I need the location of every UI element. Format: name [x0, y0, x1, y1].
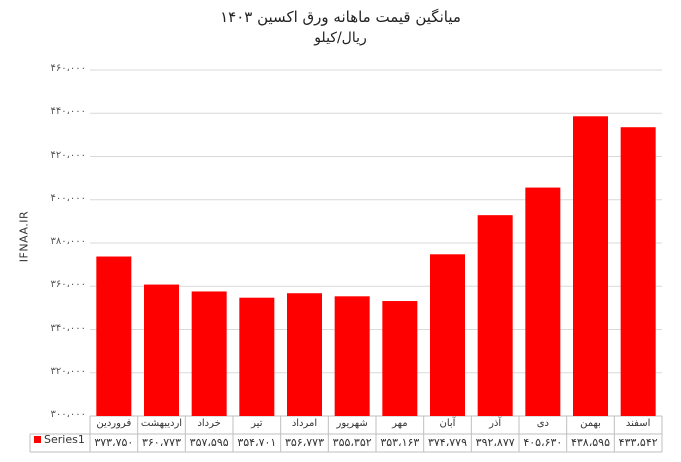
x-tick-label: تیر: [251, 418, 263, 429]
bar: [144, 284, 179, 416]
data-label: ۳۹۲،۸۷۷: [475, 436, 515, 449]
chart-title: میانگین قیمت ماهانه ورق اکسین ۱۴۰۳: [220, 8, 461, 26]
x-tick-label: فروردین: [96, 418, 132, 429]
y-tick-label: ۴۰۰،۰۰۰: [50, 192, 86, 204]
bar: [191, 291, 227, 416]
x-tick-label: آبان: [439, 418, 456, 429]
bar: [287, 293, 322, 416]
bar: [382, 301, 418, 416]
bar: [525, 187, 561, 416]
data-label: ۳۵۷،۵۹۵: [189, 436, 229, 449]
data-label: ۳۵۴،۷۰۱: [237, 436, 277, 449]
data-label: ۳۷۴،۷۷۹: [427, 436, 467, 449]
bar: [477, 215, 513, 416]
data-label: ۳۵۵،۳۵۲: [332, 436, 372, 449]
legend-swatch: [34, 436, 41, 443]
x-tick-label: شهریور: [336, 418, 368, 429]
y-tick-label: ۳۰۰،۰۰۰: [50, 409, 86, 420]
data-label: ۳۶۰،۷۷۳: [141, 436, 181, 449]
bar: [96, 256, 132, 416]
y-tick-label: ۴۲۰،۰۰۰: [50, 149, 86, 161]
x-tick-label: خرداد: [197, 418, 221, 429]
x-tick-label: مهر: [392, 418, 408, 429]
x-tick-label: اسفند: [625, 418, 651, 429]
bar: [239, 297, 275, 416]
x-tick-label: بهمن: [580, 418, 601, 429]
bar: [430, 254, 465, 416]
bar: [334, 296, 370, 416]
x-tick-label: آذر: [489, 418, 502, 429]
data-label: ۴۳۳،۵۴۲: [618, 436, 658, 449]
data-label: ۳۷۳،۷۵۰: [94, 436, 134, 449]
bar: [620, 127, 656, 416]
x-tick-label: اردیبهشت: [140, 418, 183, 429]
data-label: ۴۰۵،۶۳۰: [523, 436, 563, 449]
y-tick-label: ۴۶۰،۰۰۰: [50, 63, 86, 74]
y-tick-label: ۴۴۰،۰۰۰: [50, 106, 86, 118]
data-label: ۳۵۶،۷۷۳: [284, 436, 324, 449]
x-tick-label: دی: [536, 418, 549, 429]
y-tick-label: ۳۴۰،۰۰۰: [50, 322, 86, 334]
y-tick-label: ۳۲۰،۰۰۰: [50, 365, 86, 377]
y-tick-label: ۳۶۰،۰۰۰: [50, 279, 86, 291]
x-tick-label: امرداد: [291, 418, 318, 429]
y-tick-label: ۳۸۰،۰۰۰: [50, 236, 86, 247]
chart-subtitle: ریال/کیلو: [314, 30, 367, 46]
legend: Series1: [34, 433, 85, 446]
data-label: ۳۵۳،۱۶۳: [380, 436, 420, 449]
legend-label: Series1: [44, 433, 85, 446]
bar: [573, 116, 608, 416]
data-label: ۴۳۸،۵۹۵: [570, 436, 610, 449]
